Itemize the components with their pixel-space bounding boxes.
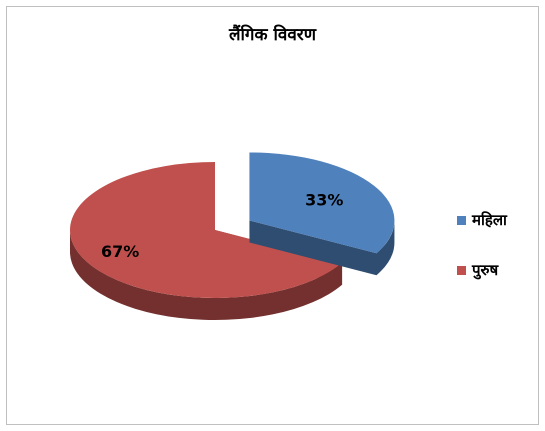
legend-label-female: महिला <box>472 211 507 229</box>
legend-swatch-female <box>457 215 466 225</box>
slice-male-data-label: 67% <box>101 242 139 261</box>
slice-male-side-0 <box>70 230 343 320</box>
slice-female-side-0 <box>376 220 395 276</box>
slice-female-data-label: 33% <box>305 191 343 210</box>
legend-swatch-male <box>457 265 466 275</box>
chart-title: लैंगिक विवरण <box>228 25 317 45</box>
slice-male-top <box>70 162 343 299</box>
legend-label-male: पुरुष <box>472 261 499 279</box>
legend-item-male: पुरुष <box>457 260 498 280</box>
slice-female-top <box>249 152 395 254</box>
slice-female-wall-1 <box>249 220 377 276</box>
legend-item-female: महिला <box>457 210 507 230</box>
